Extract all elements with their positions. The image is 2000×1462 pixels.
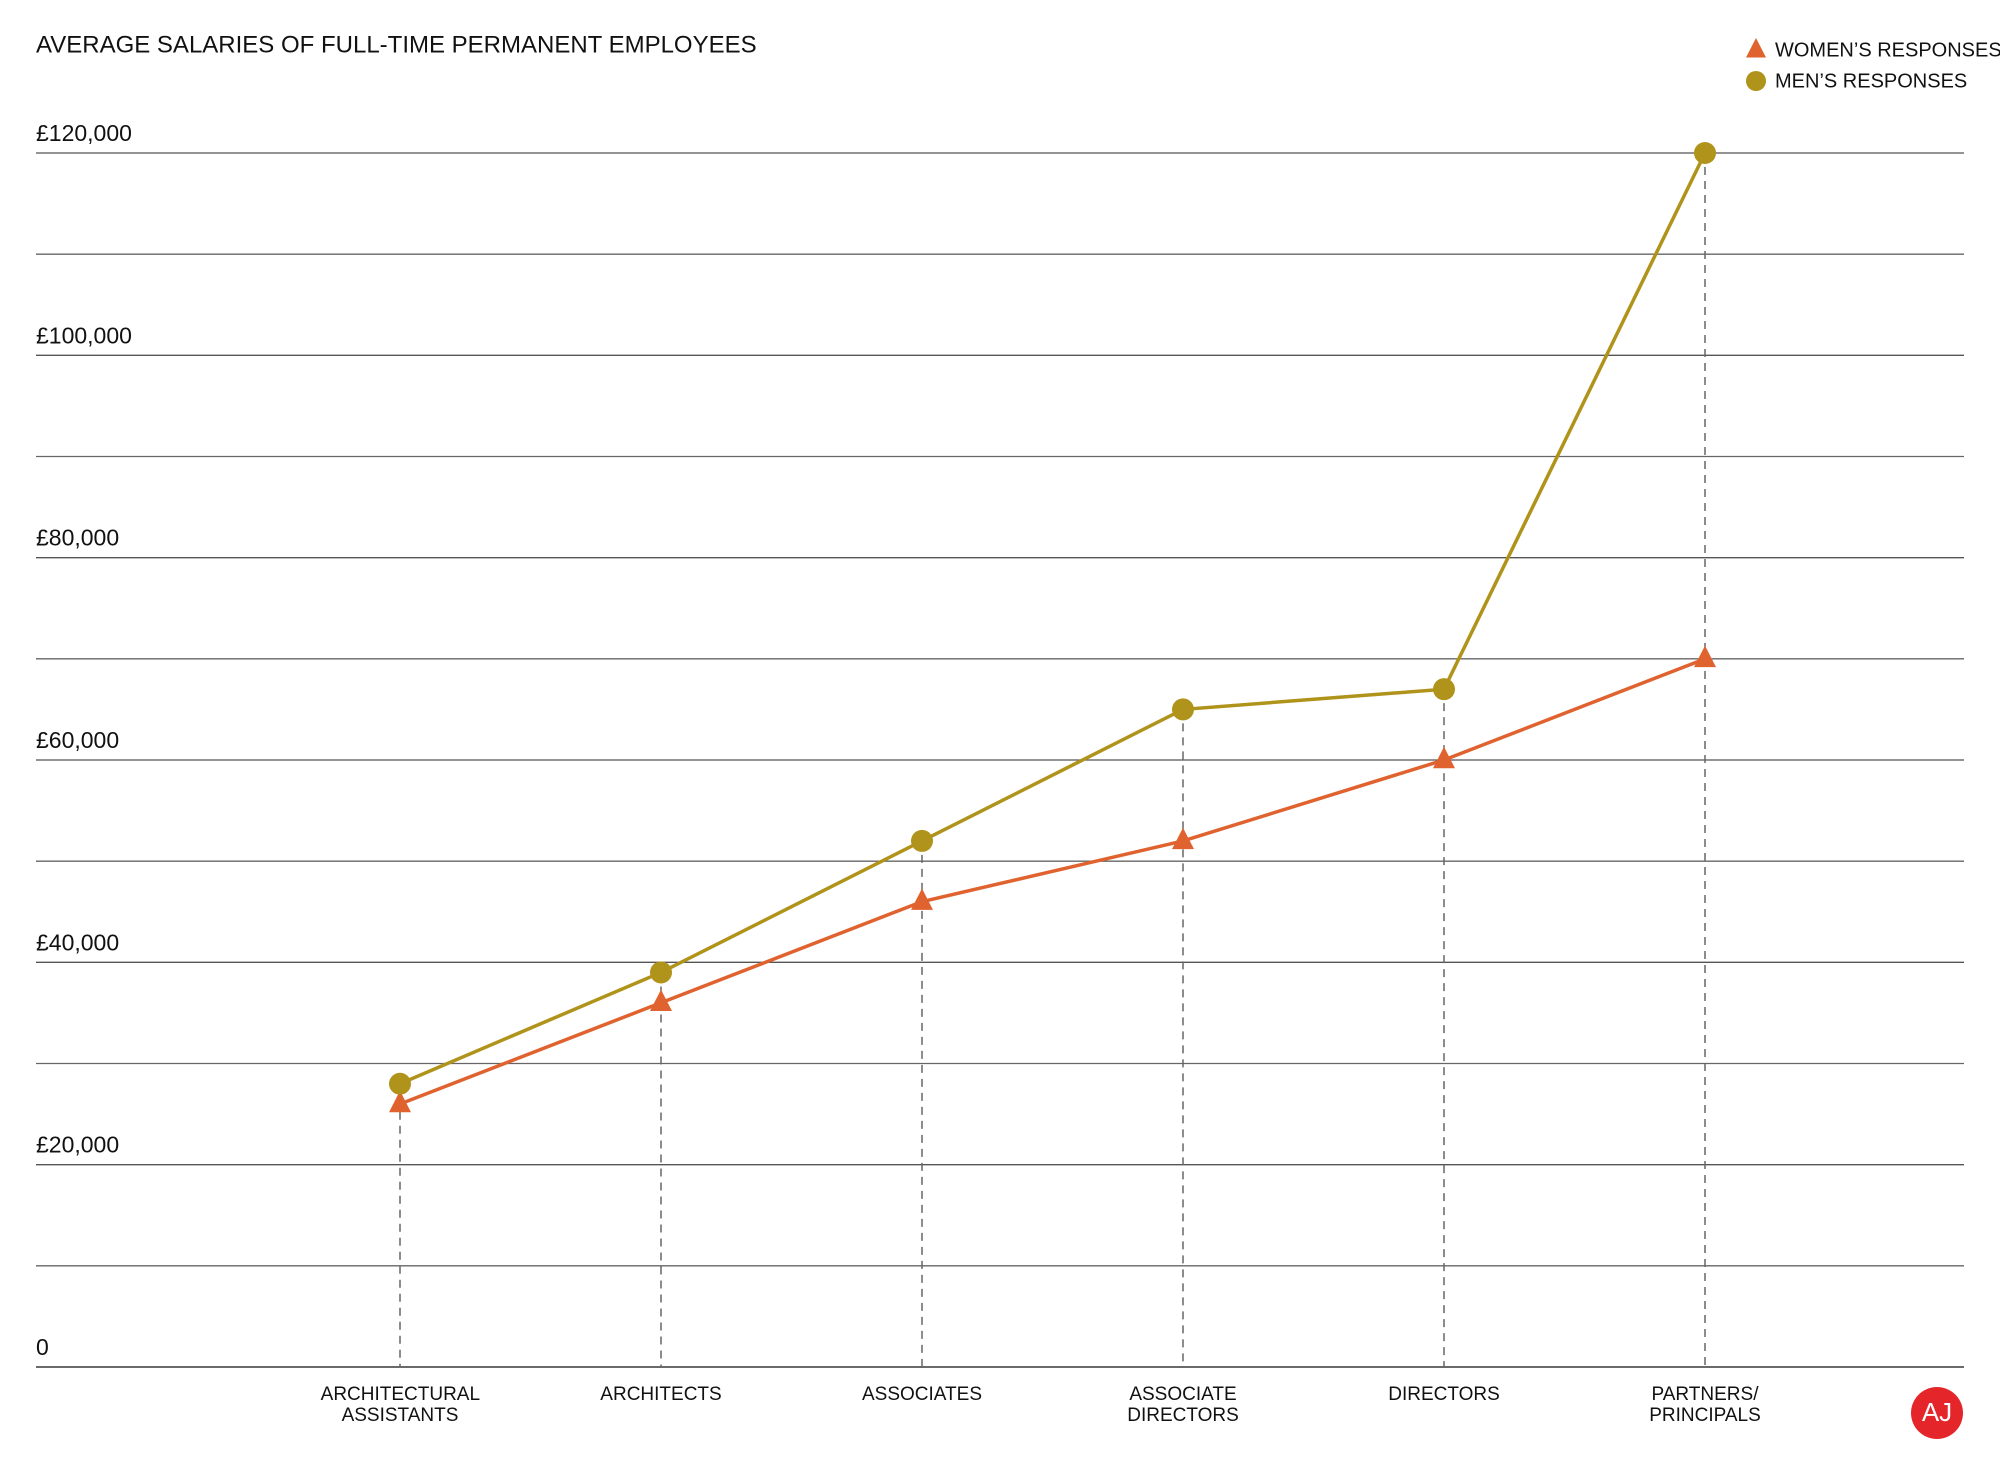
y-tick-label: £120,000 [36, 120, 132, 146]
data-point [911, 888, 933, 910]
data-point [650, 989, 672, 1012]
data-point [650, 961, 672, 984]
data-point [1694, 142, 1716, 164]
legend-label: WOMEN’S RESPONSES [1775, 39, 2000, 61]
y-tick-label: 0 [36, 1334, 49, 1360]
legend-label: MEN’S RESPONSES [1775, 70, 1967, 92]
legend-marker [1746, 38, 1766, 58]
data-point [389, 1090, 411, 1113]
chart-title: AVERAGE SALARIES OF FULL-TIME PERMANENT … [36, 31, 757, 58]
data-point [911, 829, 933, 852]
data-point [1172, 698, 1194, 721]
data-point [1694, 645, 1716, 668]
logo-text: AJ [1922, 1397, 1952, 1427]
series-line [399, 152, 1707, 1086]
logo-badge [1911, 1387, 1963, 1439]
legend-marker [1746, 71, 1766, 91]
data-point [389, 1072, 411, 1095]
y-tick-label: £80,000 [36, 525, 119, 551]
data-point [1433, 746, 1455, 769]
y-tick-label: £40,000 [36, 929, 119, 955]
series-line [399, 657, 1706, 1106]
data-point [1172, 827, 1194, 850]
y-tick-label: £100,000 [36, 322, 132, 348]
y-tick-label: £60,000 [36, 727, 119, 753]
x-tick-label: ASSOCIATES [861, 1384, 983, 1405]
data-point [1433, 678, 1455, 701]
x-tick-label: ARCHITECTS [600, 1384, 722, 1405]
x-tick-label: DIRECTORS [1388, 1384, 1500, 1405]
x-tick-label: ASSOCIATE DIRECTORS [1127, 1384, 1239, 1426]
x-tick-label: PARTNERS/ PRINCIPALS [1649, 1384, 1761, 1426]
y-tick-label: £20,000 [36, 1132, 119, 1158]
x-tick-label: ARCHITECTURAL ASSISTANTS [320, 1384, 481, 1426]
